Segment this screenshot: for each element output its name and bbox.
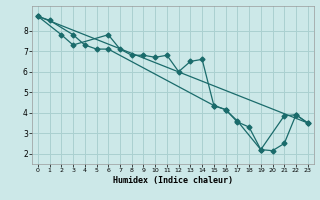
- X-axis label: Humidex (Indice chaleur): Humidex (Indice chaleur): [113, 176, 233, 185]
